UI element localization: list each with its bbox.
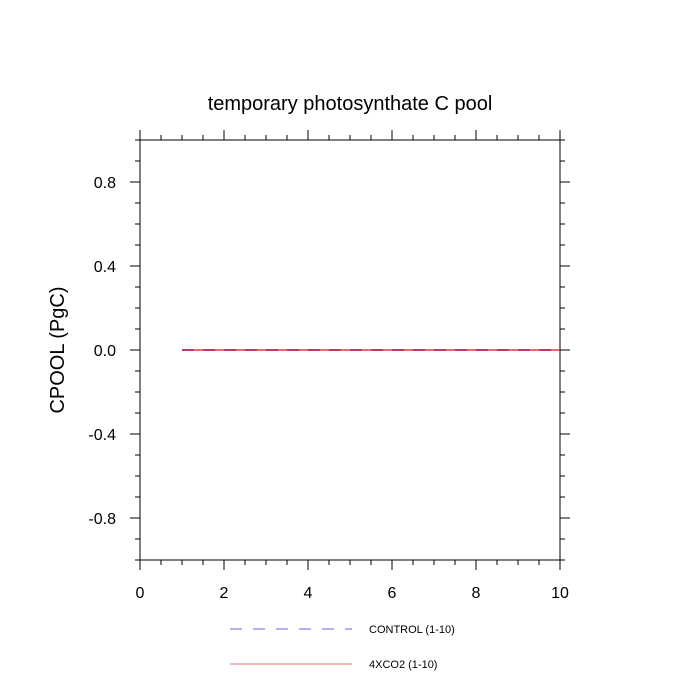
y-tick-label: -0.4 — [88, 427, 116, 444]
y-tick-label: 0.0 — [94, 343, 116, 360]
x-tick-label: 10 — [551, 585, 569, 602]
axis-tick-labels: 0 2 4 6 8 10 0.8 0.4 0.0 -0.4 -0.8 — [88, 175, 569, 602]
y-tick-label: -0.8 — [88, 511, 116, 528]
x-tick-label: 0 — [136, 585, 145, 602]
x-tick-label: 6 — [388, 585, 397, 602]
legend: CONTROL (1-10) 4XCO2 (1-10) — [230, 624, 455, 671]
x-tick-label: 4 — [304, 585, 313, 602]
y-axis-label: CPOOL (PgC) — [47, 286, 69, 413]
x-tick-label: 2 — [220, 585, 229, 602]
x-tick-label: 8 — [472, 585, 481, 602]
legend-label-4xco2: 4XCO2 (1-10) — [369, 659, 437, 671]
legend-label-control: CONTROL (1-10) — [369, 624, 455, 636]
chart-title: temporary photosynthate C pool — [208, 93, 493, 115]
y-tick-label: 0.8 — [94, 175, 116, 192]
y-tick-label: 0.4 — [94, 259, 116, 276]
axis-ticks — [130, 130, 570, 570]
